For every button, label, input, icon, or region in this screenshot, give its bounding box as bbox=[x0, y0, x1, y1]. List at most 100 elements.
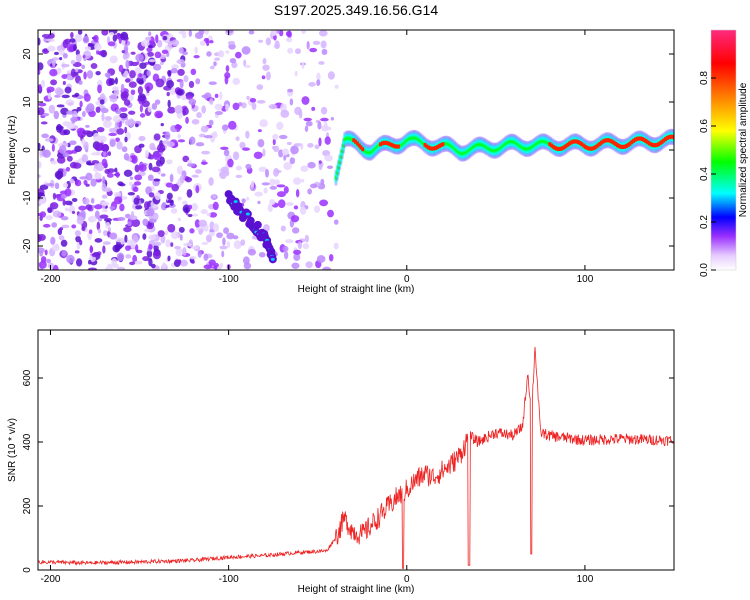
noise-blob bbox=[199, 40, 206, 46]
ridge-peak bbox=[632, 138, 636, 143]
ridge-peak bbox=[352, 138, 356, 143]
noise-blob bbox=[100, 93, 106, 100]
noise-blob bbox=[70, 68, 76, 78]
snr-y-label: SNR (10 * v/v) bbox=[7, 418, 18, 482]
noise-blob bbox=[51, 222, 58, 228]
noise-blob bbox=[74, 145, 82, 153]
ridge-peak bbox=[660, 139, 664, 144]
noise-blob bbox=[146, 86, 150, 94]
noise-blob bbox=[167, 106, 176, 114]
noise-blob bbox=[179, 174, 185, 184]
noise-blob bbox=[333, 242, 339, 250]
noise-blob bbox=[88, 217, 94, 223]
ridge-peak bbox=[653, 143, 657, 148]
noise-blob bbox=[38, 247, 45, 254]
noise-blob bbox=[65, 166, 71, 172]
noise-blob bbox=[164, 131, 171, 140]
noise-blob bbox=[209, 65, 215, 70]
noise-blob bbox=[78, 205, 87, 211]
noise-blob bbox=[39, 184, 49, 190]
noise-blob bbox=[44, 249, 48, 256]
spectrogram-x-tick-label: 0 bbox=[404, 274, 410, 285]
snr-y-tick-label: 200 bbox=[22, 497, 33, 514]
ridge-peak bbox=[626, 143, 630, 148]
noise-blob bbox=[151, 166, 161, 173]
ridge-peak bbox=[591, 146, 595, 151]
noise-blob bbox=[102, 245, 106, 254]
noise-blob bbox=[157, 230, 165, 238]
noise-blob bbox=[148, 59, 156, 63]
noise-blob bbox=[99, 99, 105, 105]
noise-blob bbox=[129, 70, 136, 79]
noise-blob bbox=[58, 235, 65, 241]
noise-blob bbox=[176, 165, 184, 175]
noise-blob bbox=[116, 141, 123, 150]
noise-blob bbox=[56, 125, 64, 131]
noise-blob bbox=[85, 124, 90, 128]
noise-blob bbox=[94, 172, 102, 180]
noise-blob bbox=[64, 188, 72, 197]
noise-blob bbox=[294, 48, 301, 55]
noise-blob bbox=[309, 183, 318, 189]
noise-blob bbox=[116, 128, 125, 135]
noise-blob bbox=[167, 99, 171, 108]
noise-blob bbox=[293, 249, 302, 255]
noise-blob bbox=[99, 214, 109, 219]
ridge-peak bbox=[578, 141, 582, 146]
noise-blob bbox=[152, 250, 161, 260]
noise-blob bbox=[111, 258, 118, 266]
noise-blob bbox=[51, 244, 60, 252]
ridge-peak bbox=[423, 142, 427, 147]
noise-blob bbox=[281, 148, 289, 156]
noise-blob bbox=[50, 236, 56, 245]
ridge-peak bbox=[628, 141, 632, 146]
noise-blob bbox=[139, 113, 146, 118]
noise-blob bbox=[178, 226, 185, 233]
noise-blob bbox=[47, 92, 52, 100]
noise-blob bbox=[109, 206, 116, 210]
noise-blob bbox=[128, 181, 133, 186]
noise-blob bbox=[224, 75, 229, 85]
noise-blob bbox=[212, 201, 219, 211]
noise-blob bbox=[146, 70, 152, 77]
noise-blob bbox=[235, 51, 242, 59]
noise-blob bbox=[153, 241, 162, 247]
noise-blob bbox=[127, 221, 132, 227]
snr-panel: -200 -100 0 100 0 200 400 600 Height of straig… bbox=[7, 329, 675, 595]
noise-blob bbox=[308, 82, 316, 87]
noise-blob bbox=[182, 204, 191, 214]
noise-blob bbox=[286, 37, 293, 43]
noise-blob bbox=[307, 188, 312, 195]
ridge-peak bbox=[384, 140, 388, 145]
ridge-peak bbox=[548, 142, 552, 147]
noise-blob bbox=[100, 107, 109, 114]
ridge-peak bbox=[439, 143, 443, 148]
noise-blob bbox=[186, 188, 193, 198]
noise-blob bbox=[83, 93, 91, 102]
noise-blob bbox=[333, 219, 339, 225]
noise-blob bbox=[147, 221, 153, 228]
noise-blob bbox=[191, 245, 199, 250]
noise-blob bbox=[38, 200, 44, 205]
noise-blob bbox=[121, 93, 128, 102]
noise-blob bbox=[195, 78, 201, 85]
noise-blob bbox=[49, 68, 58, 77]
noise-blob bbox=[320, 117, 329, 122]
noise-blob bbox=[225, 50, 230, 54]
noise-blob bbox=[198, 133, 206, 138]
noise-blob bbox=[187, 213, 193, 218]
noise-blob bbox=[209, 133, 216, 143]
chart-title: S197.2025.349.16.56.G14 bbox=[274, 2, 438, 18]
noise-blob bbox=[257, 129, 262, 133]
ridge-peak bbox=[391, 143, 395, 148]
noise-blob bbox=[106, 172, 114, 178]
noise-blob bbox=[304, 125, 309, 132]
noise-blob bbox=[46, 38, 55, 42]
colorbar-tick-label: 0.2 bbox=[699, 215, 710, 229]
noise-blob bbox=[326, 165, 334, 169]
noise-blob bbox=[244, 64, 251, 68]
noise-blob bbox=[102, 208, 108, 213]
noise-blob bbox=[102, 150, 107, 157]
noise-blob bbox=[71, 197, 78, 202]
noise-blob bbox=[286, 141, 292, 146]
